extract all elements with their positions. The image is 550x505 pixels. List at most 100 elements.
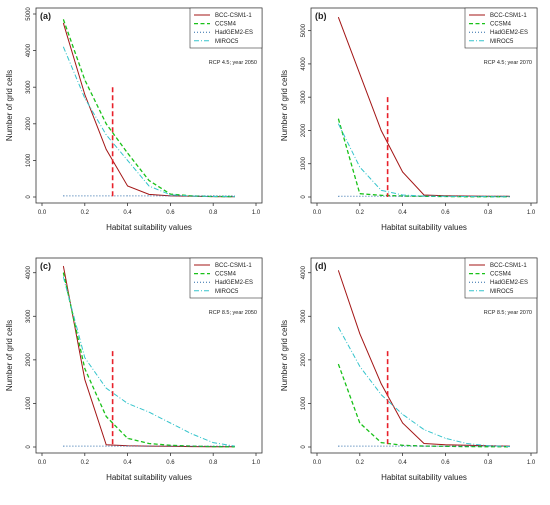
y-tick-label: 1000 (301, 396, 307, 410)
scenario-subtitle: RCP 8.5; year 2070 (484, 310, 532, 316)
legend-label-ccsm4: CCSM4 (490, 272, 512, 278)
data-point-bcc-csm1-1 (402, 171, 403, 173)
data-point-ccsm4 (380, 442, 382, 443)
data-point-miroc5 (84, 97, 86, 99)
x-tick-label: 0.2 (356, 460, 365, 466)
data-point-ccsm4 (170, 444, 171, 446)
data-point-miroc5 (359, 166, 361, 168)
data-point-bcc-csm1-1 (338, 270, 339, 271)
y-axis-title: Number of grid cells (280, 70, 289, 141)
legend-label-ccsm4: CCSM4 (215, 22, 237, 28)
data-point-miroc5 (191, 433, 193, 435)
data-point-miroc5 (105, 134, 107, 136)
y-axis-title: Number of grid cells (280, 320, 289, 391)
data-point-miroc5 (466, 443, 468, 444)
data-point-hadgem2-es (359, 195, 361, 197)
x-tick-label: 0.4 (398, 460, 407, 466)
y-tick-label: 1000 (26, 153, 32, 167)
y-tick-label: 3000 (26, 80, 32, 94)
y-tick-label: 5000 (26, 7, 32, 21)
scenario-subtitle: RCP 4.5; year 2070 (484, 60, 532, 66)
x-tick-label: 0.8 (209, 210, 218, 216)
data-point-bcc-csm1-1 (105, 149, 107, 150)
x-tick-label: 0.6 (441, 460, 450, 466)
data-point-ccsm4 (402, 444, 403, 446)
y-tick-label: 1000 (301, 156, 307, 170)
data-point-hadgem2-es (170, 195, 171, 197)
data-point-hadgem2-es (105, 445, 107, 447)
data-point-miroc5 (127, 403, 128, 404)
legend-label-hadgem2-es: HadGEM2-ES (490, 30, 528, 36)
y-tick-label: 4000 (301, 57, 307, 71)
data-point-ccsm4 (127, 152, 128, 154)
data-point-hadgem2-es (509, 195, 510, 197)
x-tick-label: 0.4 (123, 210, 132, 216)
data-point-hadgem2-es (402, 445, 403, 447)
data-point-bcc-csm1-1 (84, 94, 86, 95)
data-point-ccsm4 (105, 123, 107, 125)
series-line-miroc5 (337, 123, 510, 198)
data-point-miroc5 (63, 46, 64, 48)
y-axis-title: Number of grid cells (5, 320, 14, 391)
panel-label: (d) (315, 261, 327, 271)
data-point-miroc5 (509, 446, 510, 447)
data-point-bcc-csm1-1 (466, 444, 468, 446)
data-point-miroc5 (338, 123, 339, 125)
y-tick-label: 0 (26, 445, 32, 449)
data-point-miroc5 (423, 429, 425, 430)
chart-panel-3: 0.0 0.2 0.4 0.6 0.8 1.0 0 1000 2000 3000 4000 Habit… (5, 257, 263, 482)
data-point-hadgem2-es (127, 195, 128, 197)
data-point-bcc-csm1-1 (423, 194, 425, 196)
data-point-miroc5 (148, 411, 150, 413)
y-tick-label: 1000 (26, 396, 32, 410)
series-line-ccsm4 (337, 363, 510, 448)
data-point-hadgem2-es (466, 445, 468, 447)
x-tick-label: 0.6 (166, 460, 175, 466)
data-point-hadgem2-es (63, 445, 64, 447)
y-tick-label: 5000 (301, 23, 307, 37)
legend: BCC-CSM1-1 CCSM4 HadGEM2-ES MIROC5 (189, 7, 263, 49)
y-tick-label: 4000 (26, 265, 32, 279)
data-point-miroc5 (127, 160, 128, 161)
x-tick-label: 0.8 (209, 460, 218, 466)
legend-label-bcc-csm1-1: BCC-CSM1-1 (215, 263, 252, 269)
data-point-bcc-csm1-1 (338, 16, 339, 18)
data-point-ccsm4 (84, 368, 86, 369)
y-tick-label: 4000 (26, 43, 32, 57)
data-point-hadgem2-es (338, 195, 339, 197)
x-tick-label: 0.2 (81, 460, 90, 466)
legend-label-ccsm4: CCSM4 (490, 22, 512, 28)
data-point-hadgem2-es (338, 445, 339, 447)
legend-label-hadgem2-es: HadGEM2-ES (215, 30, 253, 36)
data-point-bcc-csm1-1 (359, 73, 361, 75)
data-point-hadgem2-es (63, 195, 64, 197)
x-tick-label: 0.0 (313, 210, 322, 216)
data-point-ccsm4 (380, 194, 382, 196)
legend-label-miroc5: MIROC5 (215, 39, 239, 45)
chart-panel-4: 0.0 0.2 0.4 0.6 0.8 1.0 0 1000 2000 3000 4000 Habit… (280, 257, 538, 482)
x-tick-label: 0.4 (398, 210, 407, 216)
data-point-miroc5 (191, 195, 193, 197)
data-point-hadgem2-es (445, 445, 446, 447)
legend-label-hadgem2-es: HadGEM2-ES (490, 280, 528, 286)
y-tick-label: 2000 (301, 353, 307, 367)
y-tick-label: 3000 (26, 309, 32, 323)
data-point-miroc5 (359, 366, 361, 367)
legend-label-hadgem2-es: HadGEM2-ES (215, 280, 253, 286)
data-point-ccsm4 (127, 437, 128, 439)
y-tick-label: 0 (301, 195, 307, 199)
series-line-ccsm4 (62, 272, 235, 448)
data-point-hadgem2-es (380, 195, 382, 197)
series-line-miroc5 (337, 326, 510, 448)
legend-label-bcc-csm1-1: BCC-CSM1-1 (215, 13, 252, 19)
data-point-bcc-csm1-1 (105, 444, 107, 446)
y-tick-label: 0 (26, 195, 32, 199)
legend-label-miroc5: MIROC5 (490, 39, 514, 45)
data-point-hadgem2-es (423, 445, 425, 447)
data-point-miroc5 (212, 196, 214, 197)
y-tick-label: 2000 (26, 116, 32, 130)
legend: BCC-CSM1-1 CCSM4 HadGEM2-ES MIROC5 (464, 7, 538, 49)
data-point-bcc-csm1-1 (380, 383, 382, 385)
